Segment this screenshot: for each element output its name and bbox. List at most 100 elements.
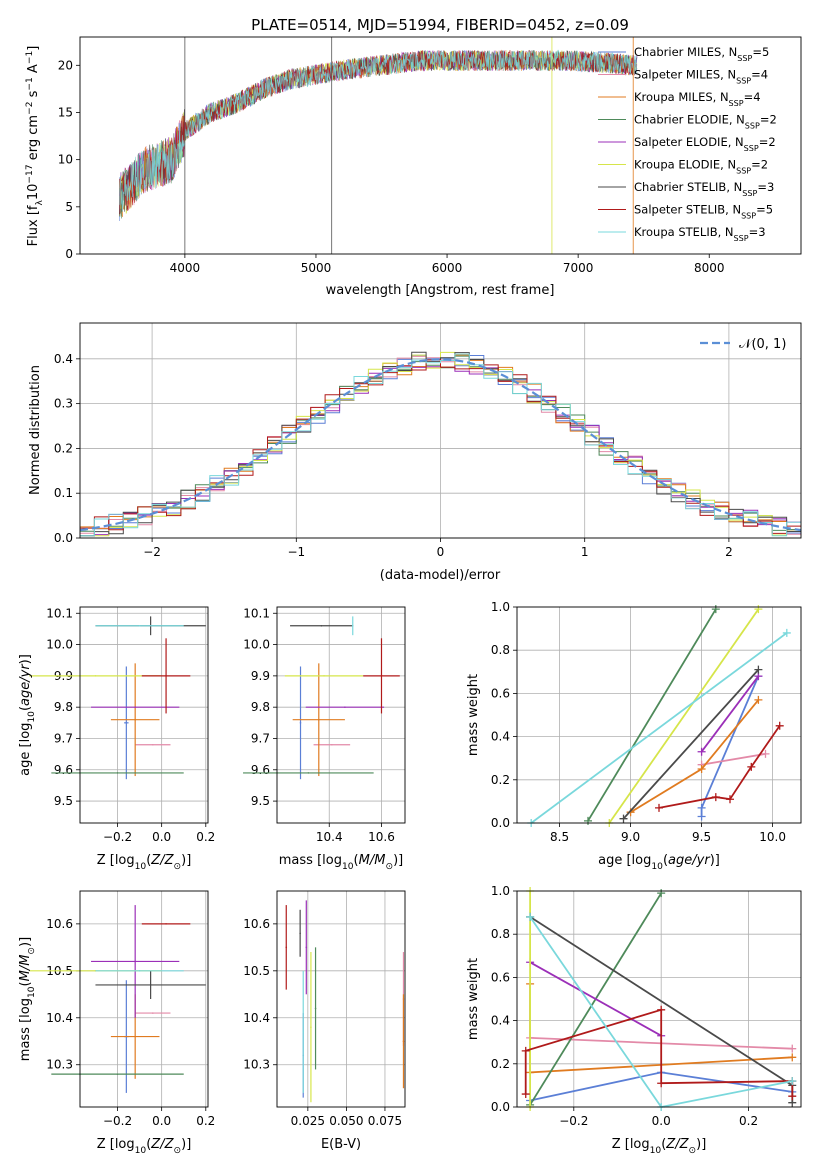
panel-age-vs-Z: −0.2 0.0 0.29.59.69.79.89.910.010.1Z [log1…	[18, 606, 215, 872]
x-tick-label: 0.2	[196, 1114, 215, 1128]
data-point	[134, 1035, 136, 1038]
axes-frame	[79, 606, 209, 824]
y-tick-label: 9.5	[251, 794, 270, 808]
x-tick-label: 5000	[301, 261, 332, 275]
y-tick-label: 0.4	[491, 730, 510, 744]
mass-weight-series-line	[700, 675, 760, 753]
y-tick-label: 1.0	[491, 600, 510, 614]
data-point	[402, 1040, 405, 1043]
y-tick-label: 0.4	[54, 352, 73, 366]
data-point	[285, 946, 288, 949]
axes-frame	[276, 890, 406, 1108]
mass-weight-marker	[697, 803, 706, 812]
mass-weight-marker	[655, 803, 663, 812]
axes-frame	[79, 36, 802, 255]
x-tick-label: −1	[287, 545, 305, 559]
x-tick-label: 10.6	[368, 830, 395, 844]
y-tick-label: 9.6	[54, 763, 73, 777]
data-point	[317, 718, 320, 721]
mass-weight-series-line	[529, 961, 662, 1037]
mass-weight-marker	[711, 605, 720, 614]
x-tick-label: 4000	[170, 261, 201, 275]
mass-weight-marker	[657, 1005, 666, 1014]
x-axis-label: Z [log10(Z/Z⊙)]	[97, 1137, 192, 1156]
y-tick-label: 9.8	[251, 700, 270, 714]
y-tick-label: 0.1	[54, 486, 73, 500]
panel-mass-vs-ebv: 0.025 0.050 0.075 10.3 10.4 10.5 10.6 E(B-V)	[243, 890, 406, 1152]
gaussian-reference-curve	[80, 358, 801, 532]
axes-frame	[516, 890, 802, 1108]
y-tick-label: 9.6	[251, 763, 270, 777]
y-axis-label: mass weight	[466, 674, 481, 756]
x-tick-label: 0.0	[152, 830, 171, 844]
data-point	[305, 946, 308, 949]
x-axis-label: Z [log10(Z/Z⊙)]	[97, 853, 192, 872]
y-axis-label: Flux [fλ10−17 erg cm−2 s−1 A−1]	[25, 46, 45, 247]
y-tick-label: 9.5	[54, 794, 73, 808]
legend-entry: Salpeter MILES, NSSP=4	[634, 68, 768, 86]
legend-entry: Salpeter ELODIE, NSSP=2	[634, 135, 776, 153]
y-tick-label: 10.6	[243, 917, 270, 931]
y-tick-label: 0.2	[491, 773, 510, 787]
y-tick-label: 10.1	[243, 606, 270, 620]
mass-weight-marker	[726, 795, 734, 804]
mass-weight-series-line	[630, 699, 760, 813]
y-axis-label: mass [log10(M/M⊙)]	[18, 937, 37, 1061]
mass-weight-series-line	[587, 608, 717, 822]
spectrum-series-line	[119, 49, 637, 215]
plot-area	[119, 37, 638, 254]
data-point	[152, 743, 154, 746]
mass-weight-marker	[754, 605, 763, 614]
legend: Chabrier MILES, NSSP=5 Salpeter MILES, NS…	[598, 45, 777, 243]
y-tick-label: 0.0	[491, 816, 510, 830]
plot-area	[29, 905, 206, 1093]
x-tick-label: 0.2	[196, 830, 215, 844]
y-tick-label: 9.7	[54, 731, 73, 745]
x-tick-label: 0.0	[652, 1114, 671, 1128]
x-tick-label: 0	[437, 545, 445, 559]
x-tick-label: −0.2	[559, 1114, 588, 1128]
x-tick-label: 0.025	[291, 1114, 325, 1128]
mass-weight-marker	[619, 814, 628, 823]
plot-area	[29, 616, 206, 780]
data-point	[134, 960, 136, 963]
mass-weight-marker	[697, 812, 706, 821]
x-tick-label: 2	[725, 545, 733, 559]
legend-entry: Chabrier MILES, NSSP=5	[634, 45, 769, 63]
x-tick-label: 10.0	[759, 830, 786, 844]
x-tick-label: 9.5	[692, 830, 711, 844]
x-axis-label: wavelength [Angstrom, rest frame]	[326, 283, 555, 298]
x-axis-label: E(B-V)	[321, 1137, 361, 1152]
spectrum-series-line	[119, 49, 638, 218]
data-point	[351, 624, 354, 627]
mass-weight-marker	[657, 889, 666, 898]
data-point	[302, 1031, 305, 1033]
mass-weight-marker	[697, 765, 706, 773]
y-tick-label: 10.4	[46, 1011, 73, 1025]
spectrum-series-line	[119, 49, 638, 212]
data-point	[380, 675, 383, 677]
legend-entry: Chabrier ELODIE, NSSP=2	[634, 113, 777, 131]
data-point	[94, 675, 97, 677]
x-tick-label: −0.2	[103, 830, 132, 844]
y-tick-label: 10.3	[46, 1058, 73, 1072]
data-point	[314, 1007, 317, 1010]
mass-weight-marker	[526, 912, 535, 921]
x-axis-label: age [log10(age/yr)]	[598, 853, 720, 872]
panel-residual-histogram: −2 −1 0 1 2 0.0 0.1 0.2 0.3 0.4 (data-model)/error…	[28, 322, 802, 583]
data-point	[310, 1026, 312, 1028]
y-tick-label: 0	[65, 247, 73, 261]
y-tick-label: 20	[58, 58, 73, 72]
x-tick-label: 0.2	[739, 1114, 758, 1128]
panel-mass-weight-vs-Z: −0.2 0.0 0.2 0.0 0.2 0.4 0.6 0.8 1.0 Z [log10(Z/Z…	[466, 884, 802, 1156]
x-tick-label: −2	[143, 545, 161, 559]
mass-weight-series-line	[622, 668, 760, 820]
y-tick-label: 0.2	[54, 441, 73, 455]
legend-entry: Chabrier STELIB, NSSP=3	[634, 180, 774, 198]
x-tick-label: 6000	[432, 261, 463, 275]
legend-entry: Salpeter STELIB, NSSP=5	[634, 203, 773, 221]
y-axis-label: Normed distribution	[28, 365, 43, 495]
plot-area	[521, 887, 797, 1111]
data-point	[134, 706, 136, 708]
